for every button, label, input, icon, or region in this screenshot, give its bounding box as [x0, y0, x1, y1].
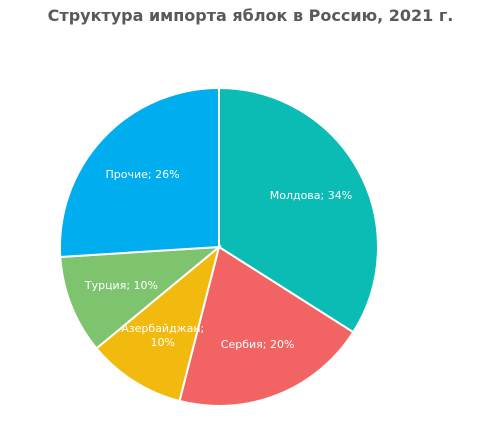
data-label: Сербия; 20%: [220, 337, 295, 351]
pie-slice: [59, 245, 223, 350]
data-label: Азербайджан; 10%: [121, 321, 205, 349]
chart-title: Структура импорта яблок в Россию, 2021 г…: [47, 6, 454, 25]
pie-slice: [95, 244, 221, 403]
data-label: Молдова; 34%: [269, 189, 353, 203]
pie-slice: [178, 245, 355, 407]
pie-slice: [59, 86, 220, 259]
data-label: Турция; 10%: [84, 278, 158, 292]
data-label: Прочие; 26%: [105, 168, 180, 182]
